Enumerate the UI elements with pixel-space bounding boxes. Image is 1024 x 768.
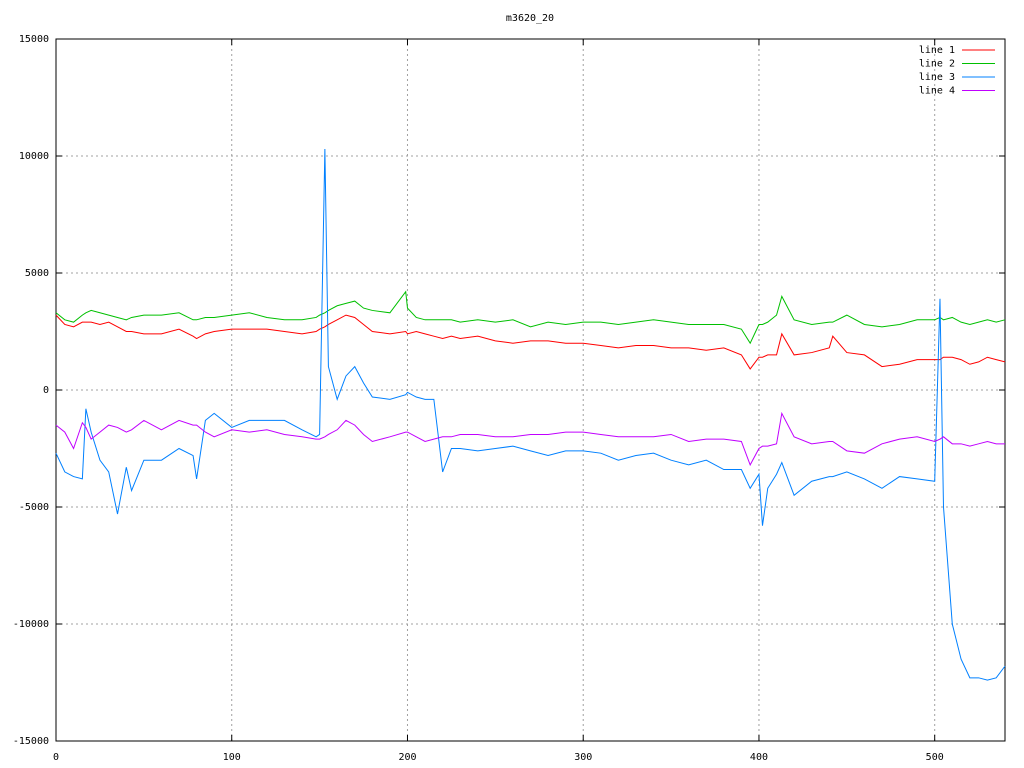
x-tick-label: 100 <box>223 752 241 763</box>
series-line <box>55 148 1006 681</box>
y-tick-label: -5000 <box>19 502 49 513</box>
legend-label: line 3 <box>919 72 955 83</box>
series-line <box>55 411 1005 467</box>
x-tick-label: 500 <box>926 752 944 763</box>
y-tick-label: -15000 <box>13 736 49 747</box>
y-tick-label: 5000 <box>25 268 49 279</box>
legend-label: line 4 <box>919 86 955 97</box>
y-tick-label: 0 <box>43 385 49 396</box>
y-tick-label: -10000 <box>13 619 49 630</box>
legend-label: line 2 <box>919 59 955 70</box>
y-tick-label: 10000 <box>19 151 49 162</box>
x-tick-label: 400 <box>750 752 768 763</box>
plot-frame <box>55 38 1006 742</box>
y-tick-label: 15000 <box>19 34 49 45</box>
x-tick-label: 0 <box>53 752 59 763</box>
legend-label: line 1 <box>919 45 955 56</box>
series-line <box>55 314 1006 370</box>
x-tick-label: 300 <box>574 752 592 763</box>
chart-title: m3620_20 <box>506 13 554 24</box>
series-line <box>55 290 1006 345</box>
x-tick-label: 200 <box>398 752 416 763</box>
